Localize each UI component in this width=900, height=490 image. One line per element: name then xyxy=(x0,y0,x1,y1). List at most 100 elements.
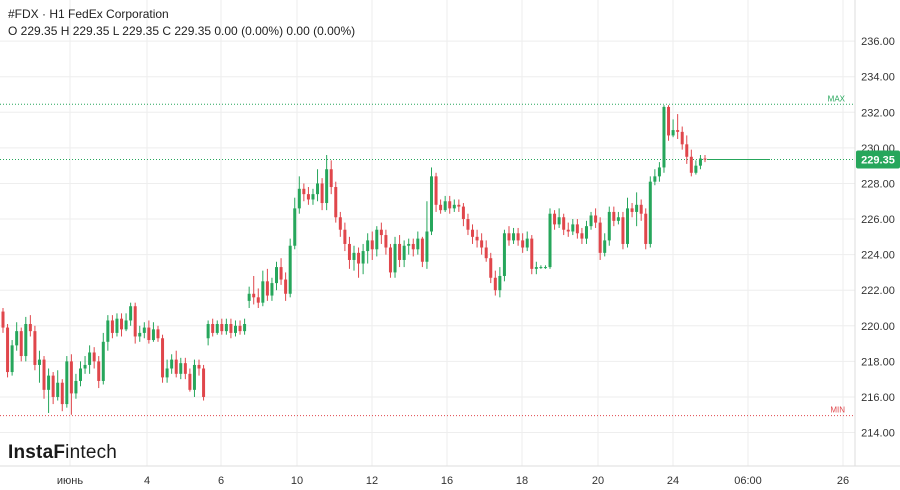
candle-body xyxy=(120,318,124,330)
candle-body xyxy=(698,158,702,166)
candle-body xyxy=(206,324,210,339)
candle-body xyxy=(521,240,525,248)
candle-body xyxy=(548,213,552,268)
candle-body xyxy=(129,306,133,321)
candle-body xyxy=(370,240,374,250)
candle-body xyxy=(657,167,661,177)
candle-body xyxy=(179,363,183,374)
candle-body xyxy=(88,352,92,365)
candle-body xyxy=(78,368,82,381)
x-tick-label: июнь xyxy=(57,475,83,487)
candle-body xyxy=(439,204,443,211)
candle-body xyxy=(375,229,379,250)
candle-body xyxy=(539,267,543,269)
candle-body xyxy=(671,130,675,136)
x-tick-label: 10 xyxy=(291,475,303,487)
candle-body xyxy=(192,364,196,390)
candle-body xyxy=(607,211,611,241)
candle-body xyxy=(680,131,684,145)
candle-body xyxy=(662,106,666,168)
candle-body xyxy=(644,213,648,244)
y-tick-label: 218.00 xyxy=(861,356,895,368)
min-label: MIN xyxy=(830,406,845,415)
candle-body xyxy=(411,243,415,250)
candle-body xyxy=(65,361,69,405)
candle-body xyxy=(502,233,506,276)
candle-body xyxy=(256,297,260,303)
candle-body xyxy=(56,382,60,397)
candle-body xyxy=(398,243,402,260)
candle-body xyxy=(170,359,174,369)
candle-body xyxy=(229,324,233,333)
candle-body xyxy=(530,238,534,269)
candle-body xyxy=(347,243,351,260)
candle-body xyxy=(571,224,575,232)
candle-body xyxy=(306,194,310,200)
candle-body xyxy=(507,233,511,241)
y-tick-label: 214.00 xyxy=(861,428,895,440)
candle-body xyxy=(10,345,14,373)
candle-body xyxy=(452,204,456,209)
candle-body xyxy=(626,208,630,244)
candle-body xyxy=(553,213,557,225)
y-tick-label: 220.00 xyxy=(861,321,895,333)
candle-body xyxy=(493,277,497,291)
candle-body xyxy=(393,243,397,273)
candle-body xyxy=(124,320,128,330)
candle-body xyxy=(215,324,219,333)
candle-body xyxy=(512,233,516,241)
instafintech-logo: InstaFintech xyxy=(8,442,117,464)
candle-body xyxy=(352,252,356,260)
candle-body xyxy=(443,201,447,211)
candle-body xyxy=(498,275,502,291)
candle-body xyxy=(202,368,206,397)
y-tick-label: 232.00 xyxy=(861,107,895,119)
candle-body xyxy=(47,375,51,390)
candle-body xyxy=(133,306,137,337)
candle-body xyxy=(361,251,365,264)
candle-body xyxy=(457,204,461,207)
candle-body xyxy=(466,219,470,230)
candle-body xyxy=(142,327,146,333)
candle-body xyxy=(703,158,707,160)
candle-body xyxy=(156,329,160,339)
candle-body xyxy=(448,201,452,209)
candle-body xyxy=(238,325,242,332)
candle-body xyxy=(471,229,475,237)
candle-body xyxy=(416,238,420,250)
candle-body xyxy=(489,258,493,278)
candle-body xyxy=(525,238,529,248)
candle-body xyxy=(612,211,616,221)
candle-body xyxy=(484,247,488,259)
current-price-tag[interactable] xyxy=(856,150,900,169)
candle-body xyxy=(165,368,169,378)
candle-body xyxy=(247,293,251,301)
candle-body xyxy=(343,229,347,244)
y-tick-label: 222.00 xyxy=(861,285,895,297)
candle-body xyxy=(475,236,479,241)
chart-title: #FDX · H1 FedEx Corporation xyxy=(8,7,169,21)
x-tick-label: 06:00 xyxy=(734,475,762,487)
candle-body xyxy=(357,252,361,264)
candle-body xyxy=(667,106,671,136)
candle-body xyxy=(685,144,689,157)
candle-body xyxy=(60,382,64,405)
candle-body xyxy=(24,324,28,357)
candle-body xyxy=(420,238,424,262)
candle-body xyxy=(384,235,388,248)
candle-body xyxy=(320,183,324,204)
candle-body xyxy=(534,267,538,269)
candle-body xyxy=(33,331,37,365)
x-tick-label: 20 xyxy=(592,475,604,487)
candle-body xyxy=(252,293,256,298)
candle-body xyxy=(316,183,320,195)
candle-body xyxy=(575,224,579,234)
candle-body xyxy=(338,217,342,230)
candle-body xyxy=(630,208,634,212)
candle-body xyxy=(676,130,680,132)
candle-body xyxy=(557,217,561,225)
candle-body xyxy=(366,240,370,252)
